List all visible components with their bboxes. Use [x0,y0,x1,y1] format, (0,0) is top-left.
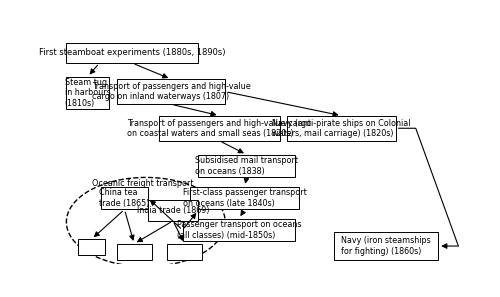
FancyBboxPatch shape [190,187,299,209]
FancyBboxPatch shape [117,79,226,104]
FancyBboxPatch shape [334,232,438,260]
FancyBboxPatch shape [160,116,280,141]
Text: Transport of passengers and high-value
cargo on inland waterways (1807): Transport of passengers and high-value c… [92,82,250,101]
Text: Navy (iron steamships
for fighting) (1860s): Navy (iron steamships for fighting) (186… [341,236,431,256]
FancyBboxPatch shape [287,116,396,141]
Text: China tea
trade (1865): China tea trade (1865) [100,188,150,208]
Text: Steam tug
in harbours
(1810s): Steam tug in harbours (1810s) [65,78,110,108]
FancyBboxPatch shape [167,244,202,260]
Text: India trade (1869): India trade (1869) [136,206,209,215]
FancyBboxPatch shape [198,154,295,177]
FancyBboxPatch shape [148,200,198,221]
FancyBboxPatch shape [182,219,295,241]
Text: First steamboat experiments (1880s, 1890s): First steamboat experiments (1880s, 1890… [39,48,226,57]
Text: Oceanic freight transport: Oceanic freight transport [92,178,193,188]
FancyBboxPatch shape [101,187,148,209]
Text: Transport of passengers and high-value cargo
on coastal waters and small seas (1: Transport of passengers and high-value c… [128,119,312,138]
Text: Passenger transport on oceans
(all classes) (mid-1850s): Passenger transport on oceans (all class… [176,220,301,240]
Text: Subsidised mail transport
on oceans (1838): Subsidised mail transport on oceans (183… [195,156,298,176]
FancyBboxPatch shape [78,239,105,255]
Text: First-class passenger transport
on oceans (late 1840s): First-class passenger transport on ocean… [183,188,306,208]
FancyBboxPatch shape [66,42,198,63]
Text: Navy (anti-pirate ships on Colonial
waters, mail carriage) (1820s): Navy (anti-pirate ships on Colonial wate… [272,119,411,138]
FancyBboxPatch shape [117,244,152,260]
FancyBboxPatch shape [66,77,109,109]
